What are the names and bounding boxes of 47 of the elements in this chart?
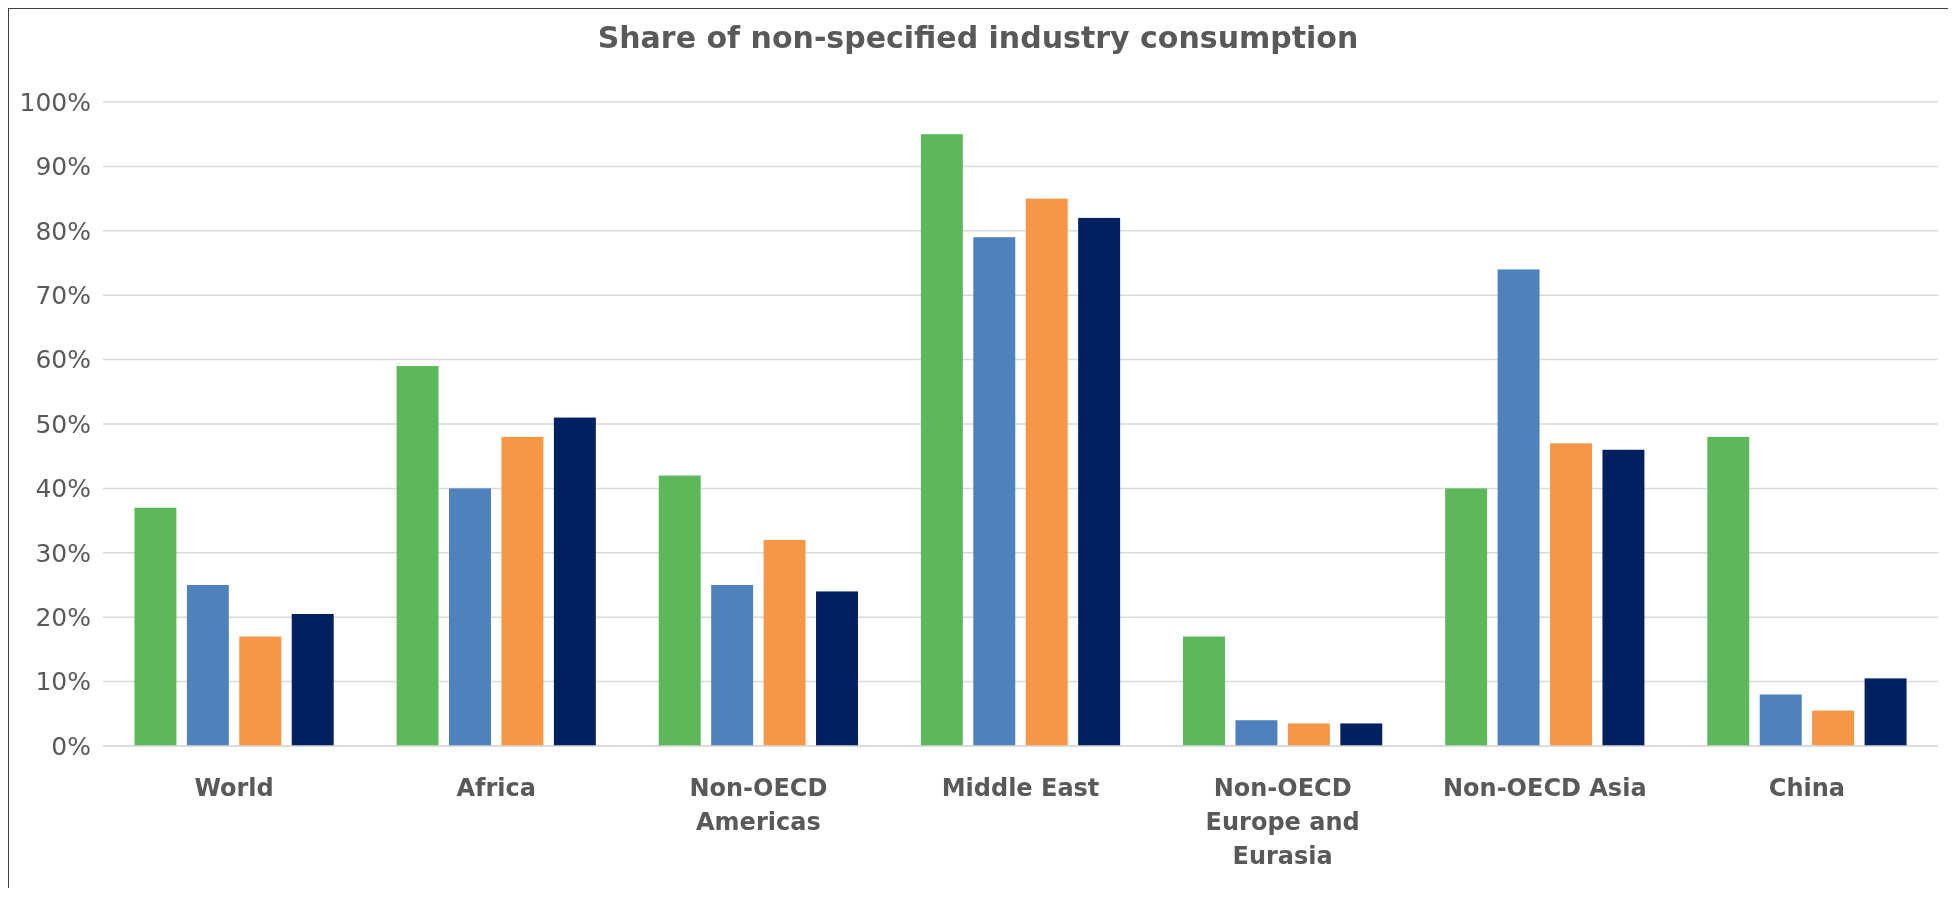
bar <box>1183 636 1225 746</box>
y-tick-label: 20% <box>35 602 91 632</box>
bar <box>711 585 754 746</box>
bar <box>920 134 963 746</box>
x-tick-label: Middle East <box>941 774 1100 802</box>
bar <box>658 475 701 746</box>
y-tick-label: 90% <box>35 152 91 182</box>
x-tick-label: China <box>1768 774 1846 802</box>
bar <box>1707 436 1750 746</box>
bar <box>396 366 439 746</box>
x-tick-label: Non-OECD Americas <box>689 774 828 836</box>
bar <box>134 507 177 746</box>
x-tick-label: Non-OECD Asia <box>1442 774 1647 802</box>
y-tick-label: 60% <box>35 345 91 375</box>
y-tick-label: 10% <box>35 667 91 697</box>
y-tick-label: 40% <box>35 474 91 504</box>
bar <box>1864 678 1907 746</box>
y-tick-label: 50% <box>35 409 91 439</box>
bar <box>186 585 229 746</box>
bar <box>1497 269 1540 746</box>
bar <box>291 613 334 746</box>
bar <box>501 436 544 746</box>
bar <box>1550 443 1592 746</box>
y-tick-label: 80% <box>35 216 91 246</box>
y-tick-label: 30% <box>35 538 91 568</box>
bar <box>553 417 596 746</box>
bar <box>763 539 806 746</box>
y-tick-label: 100% <box>19 87 91 117</box>
bar <box>239 636 282 746</box>
bar <box>816 591 858 746</box>
y-tick-label: 70% <box>35 280 91 310</box>
bar <box>449 488 491 746</box>
bar <box>973 237 1016 746</box>
x-tick-label: Africa <box>456 774 536 802</box>
bar <box>1025 198 1068 746</box>
bar <box>1812 710 1855 746</box>
bar <box>1340 723 1383 746</box>
x-tick-label: Non-OECD Europe and Eurasia <box>1205 774 1360 870</box>
x-tick-label: World <box>194 774 274 802</box>
bar <box>1602 449 1645 746</box>
y-tick-label: 0% <box>51 731 91 761</box>
bar <box>1235 720 1278 746</box>
bar <box>1759 694 1802 746</box>
bar <box>1287 723 1330 746</box>
bar <box>1078 217 1121 746</box>
chart-title: Share of non-specified industry consumption <box>597 20 1359 55</box>
bar <box>1445 488 1488 746</box>
